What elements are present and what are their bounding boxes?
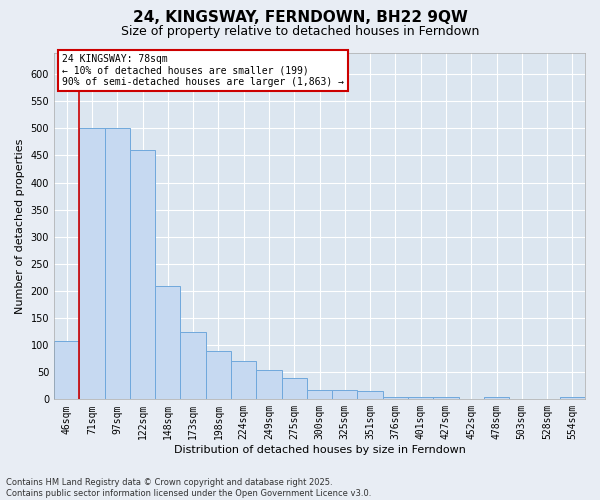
- Bar: [130, 150, 155, 400]
- Bar: [79, 128, 104, 400]
- Bar: [358, 391, 383, 400]
- Bar: [54, 341, 79, 400]
- Bar: [560, 396, 585, 400]
- Bar: [104, 128, 130, 400]
- Bar: [206, 350, 231, 400]
- Bar: [256, 370, 281, 400]
- Bar: [155, 286, 181, 400]
- Text: 24, KINGSWAY, FERNDOWN, BH22 9QW: 24, KINGSWAY, FERNDOWN, BH22 9QW: [133, 10, 467, 25]
- Bar: [433, 396, 458, 400]
- Text: Size of property relative to detached houses in Ferndown: Size of property relative to detached ho…: [121, 25, 479, 38]
- Text: 24 KINGSWAY: 78sqm
← 10% of detached houses are smaller (199)
90% of semi-detach: 24 KINGSWAY: 78sqm ← 10% of detached hou…: [62, 54, 344, 88]
- Bar: [332, 390, 358, 400]
- Bar: [181, 332, 206, 400]
- Bar: [383, 396, 408, 400]
- Bar: [231, 362, 256, 400]
- Bar: [408, 396, 433, 400]
- Text: Contains HM Land Registry data © Crown copyright and database right 2025.
Contai: Contains HM Land Registry data © Crown c…: [6, 478, 371, 498]
- Bar: [484, 396, 509, 400]
- Y-axis label: Number of detached properties: Number of detached properties: [15, 138, 25, 314]
- Bar: [307, 390, 332, 400]
- Bar: [281, 378, 307, 400]
- X-axis label: Distribution of detached houses by size in Ferndown: Distribution of detached houses by size …: [173, 445, 466, 455]
